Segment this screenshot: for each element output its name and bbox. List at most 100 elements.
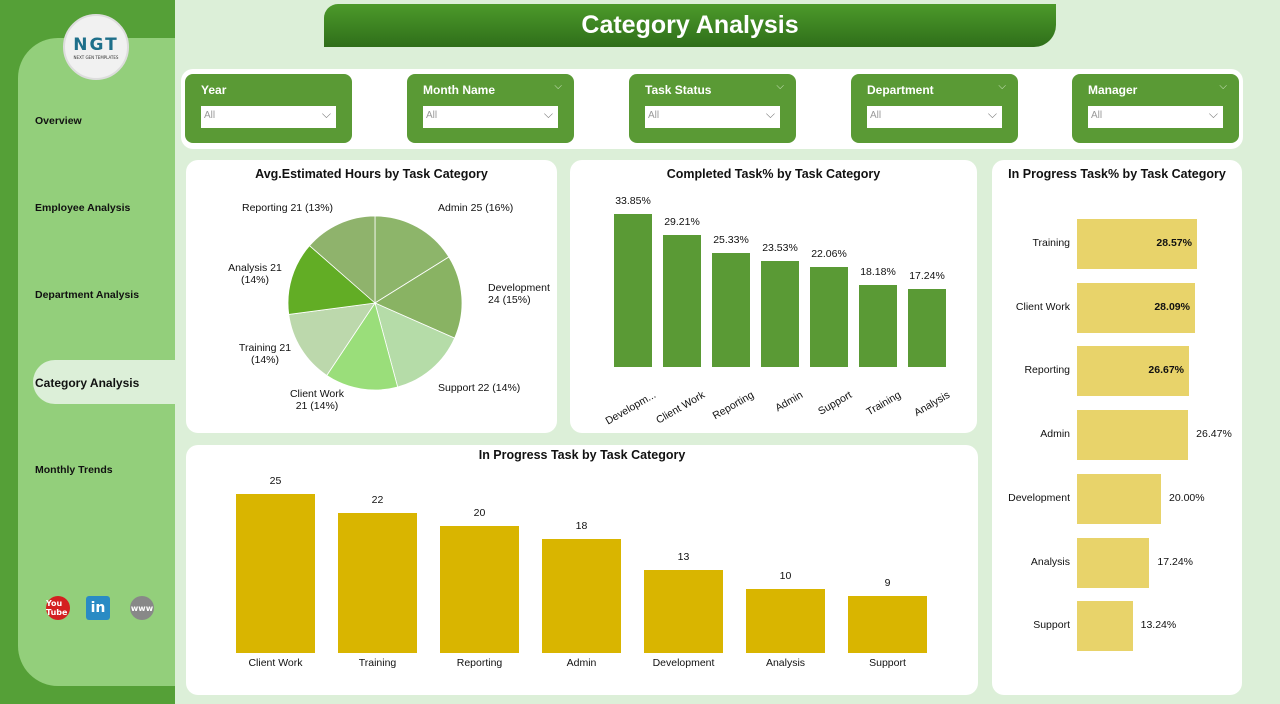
bar[interactable] [663,234,701,367]
bar[interactable] [810,267,848,367]
x-tick-label: Analysis [765,657,806,669]
filter-month-name: Month Name ⌵ All ⌵ [407,74,574,143]
filter-dropdown[interactable]: All ⌵ [645,106,780,128]
x-tick-label: Support [869,657,906,669]
pie-slice-development[interactable] [374,256,463,339]
pie-slice-client-work[interactable] [326,302,399,391]
filter-value: All [426,110,438,121]
bar[interactable] [542,538,621,653]
data-label: 22.06% [811,248,847,261]
chevron-down-icon: ⌵ [776,81,784,92]
chevron-down-icon: ⌵ [321,107,331,121]
data-label: 26.47% [1196,428,1232,441]
filter-value: All [1091,110,1103,121]
chevron-down-icon: ⌵ [543,107,553,121]
data-label: 33.85% [615,195,651,207]
data-label: 13.24% [1140,619,1177,632]
bar[interactable] [1077,537,1150,588]
data-label: 25 [269,475,282,487]
bar[interactable] [1077,601,1133,652]
x-tick-label: Analysis [912,389,952,419]
bar[interactable] [236,494,315,653]
pie-label: Client Work 21 (14%) [289,388,345,412]
bar[interactable] [1077,219,1197,269]
pie-chart [287,215,463,391]
data-label: 28.09% [1154,300,1190,313]
data-label: 22 [371,494,384,507]
x-tick-label: Reporting [456,657,503,669]
bar[interactable] [848,595,927,653]
bar[interactable] [1077,473,1161,524]
x-tick-label: Reporting [710,389,756,423]
youtube-icon[interactable]: You Tube [46,596,70,620]
sidebar-item-employee-analysis[interactable]: Employee Analysis [35,202,131,214]
sidebar-item-overview[interactable]: Overview [35,115,82,127]
filter-label: Month Name [423,83,495,97]
linkedin-icon[interactable]: in [86,596,110,620]
data-label: 10 [779,570,792,583]
filter-label: Manager [1088,83,1138,97]
data-label: 18 [575,519,588,532]
pie-slice-analysis[interactable] [287,245,376,315]
filter-value: All [204,110,216,121]
chevron-down-icon: ⌵ [1208,107,1218,121]
filter-value: All [870,110,882,121]
x-tick-label: Training [864,389,903,419]
logo-subtext: NEXT GEN TEMPLATES [73,54,119,60]
filter-label: Year [201,83,227,97]
bar[interactable] [440,525,519,653]
globe-icon[interactable]: www [130,596,154,620]
x-tick-label: Client Work [248,657,303,669]
data-label: 18.18% [860,265,896,278]
data-label: 20.00% [1169,491,1205,504]
sidebar-item-department-analysis[interactable]: Department Analysis [35,289,140,301]
bar[interactable] [908,289,946,367]
x-tick-label: Client Work [654,389,707,427]
bar[interactable] [644,570,723,653]
bar[interactable] [338,513,417,653]
filter-task-status: Task Status ⌵ All ⌵ [629,74,796,143]
bar[interactable] [1077,282,1195,333]
filter-year: Year All ⌵ [185,74,352,143]
pie-slice-admin[interactable] [374,215,450,304]
bar[interactable] [614,214,652,367]
chevron-down-icon: ⌵ [554,81,562,92]
y-tick-label: Analysis [1030,555,1070,568]
bar[interactable] [746,589,825,653]
bar[interactable] [712,252,750,367]
logo: NGT NEXT GEN TEMPLATES [63,14,129,80]
chevron-down-icon: ⌵ [1219,81,1227,92]
bar[interactable] [1077,346,1190,397]
x-tick-label: Training [358,657,397,669]
filter-dropdown[interactable]: All ⌵ [1088,106,1223,128]
x-tick-label: Support [816,389,854,418]
data-label: 17.24% [909,270,945,283]
pie-slice-reporting[interactable] [309,215,376,304]
filter-department: Department ⌵ All ⌵ [851,74,1018,143]
bar[interactable] [1077,410,1189,461]
pie-chart-card: Avg.Estimated Hours by Task Category Adm… [186,160,557,433]
pie-slice-support[interactable] [374,302,456,388]
pie-label: Admin 25 (16%) [438,202,514,214]
pie-label: Analysis 21 (14%) [228,262,282,286]
chart-title: In Progress Task by Task Category [478,448,686,462]
chart-title: In Progress Task% by Task Category [1008,167,1226,181]
filter-dropdown[interactable]: All ⌵ [201,106,336,128]
chart-title: Avg.Estimated Hours by Task Category [255,167,488,181]
bar[interactable] [761,260,799,367]
filter-dropdown[interactable]: All ⌵ [423,106,558,128]
bar[interactable] [859,284,897,367]
filter-manager: Manager ⌵ All ⌵ [1072,74,1239,143]
data-label: 25.33% [713,233,749,246]
sidebar-item-category-analysis[interactable]: Category Analysis [35,376,140,390]
sidebar-item-monthly-trends[interactable]: Monthly Trends [35,464,113,476]
chevron-down-icon: ⌵ [765,107,775,121]
data-label: 26.67% [1148,364,1185,377]
pie-label: Development 24 (15%) [488,282,550,306]
data-label: 9 [884,576,891,589]
filter-dropdown[interactable]: All ⌵ [867,106,1002,128]
pie-slice-training[interactable] [288,302,376,376]
y-tick-label: Support [1033,619,1070,632]
data-label: 13 [677,551,690,564]
chevron-down-icon: ⌵ [998,81,1006,92]
